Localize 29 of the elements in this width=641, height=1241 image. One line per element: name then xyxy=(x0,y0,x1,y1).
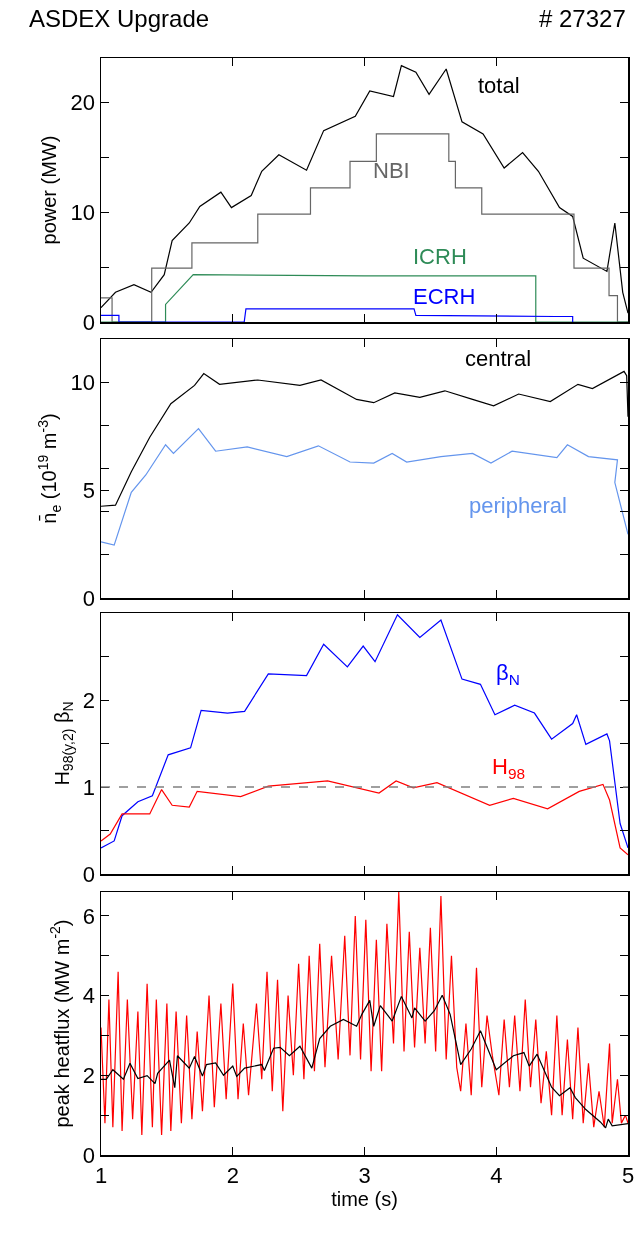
y-tick-label: 10 xyxy=(70,199,96,225)
y-tick-label: 1 xyxy=(82,774,96,800)
y-tick-label: 0 xyxy=(82,309,96,335)
series-label: peripheral xyxy=(469,493,567,518)
y-tick-label: 2 xyxy=(82,1063,96,1088)
y-tick-label: 0 xyxy=(82,585,96,611)
series-label: ECRH xyxy=(413,284,476,309)
x-tick-label: 3 xyxy=(358,1162,371,1188)
y-tick-label: 0 xyxy=(82,861,96,887)
chart-subtitle: # 27327 xyxy=(539,5,626,32)
y-tick-label: 20 xyxy=(70,89,96,115)
y-tick-label: 6 xyxy=(82,903,96,929)
x-tick-label: 5 xyxy=(621,1162,635,1188)
y-tick-label: 5 xyxy=(82,477,96,503)
series-label: NBI xyxy=(373,158,410,183)
y-axis-title: power (MW) xyxy=(38,135,61,245)
x-tick-label: 4 xyxy=(490,1162,503,1188)
y-tick-label: 0 xyxy=(82,1142,96,1168)
y-tick-label: 10 xyxy=(70,369,96,395)
chart-title: ASDEX Upgrade xyxy=(29,5,210,32)
legend-label: total xyxy=(478,73,520,98)
x-tick-label: 2 xyxy=(226,1162,239,1188)
y-tick-label: 4 xyxy=(82,983,96,1009)
series-label: H$_{98}$ xyxy=(492,754,526,782)
series-label: ICRH xyxy=(413,244,467,269)
legend-label: central xyxy=(465,346,532,371)
x-axis-title: time (s) xyxy=(331,1187,398,1210)
y-tick-label: 2 xyxy=(82,687,96,713)
series-label: β$_{N}$ xyxy=(496,660,520,688)
